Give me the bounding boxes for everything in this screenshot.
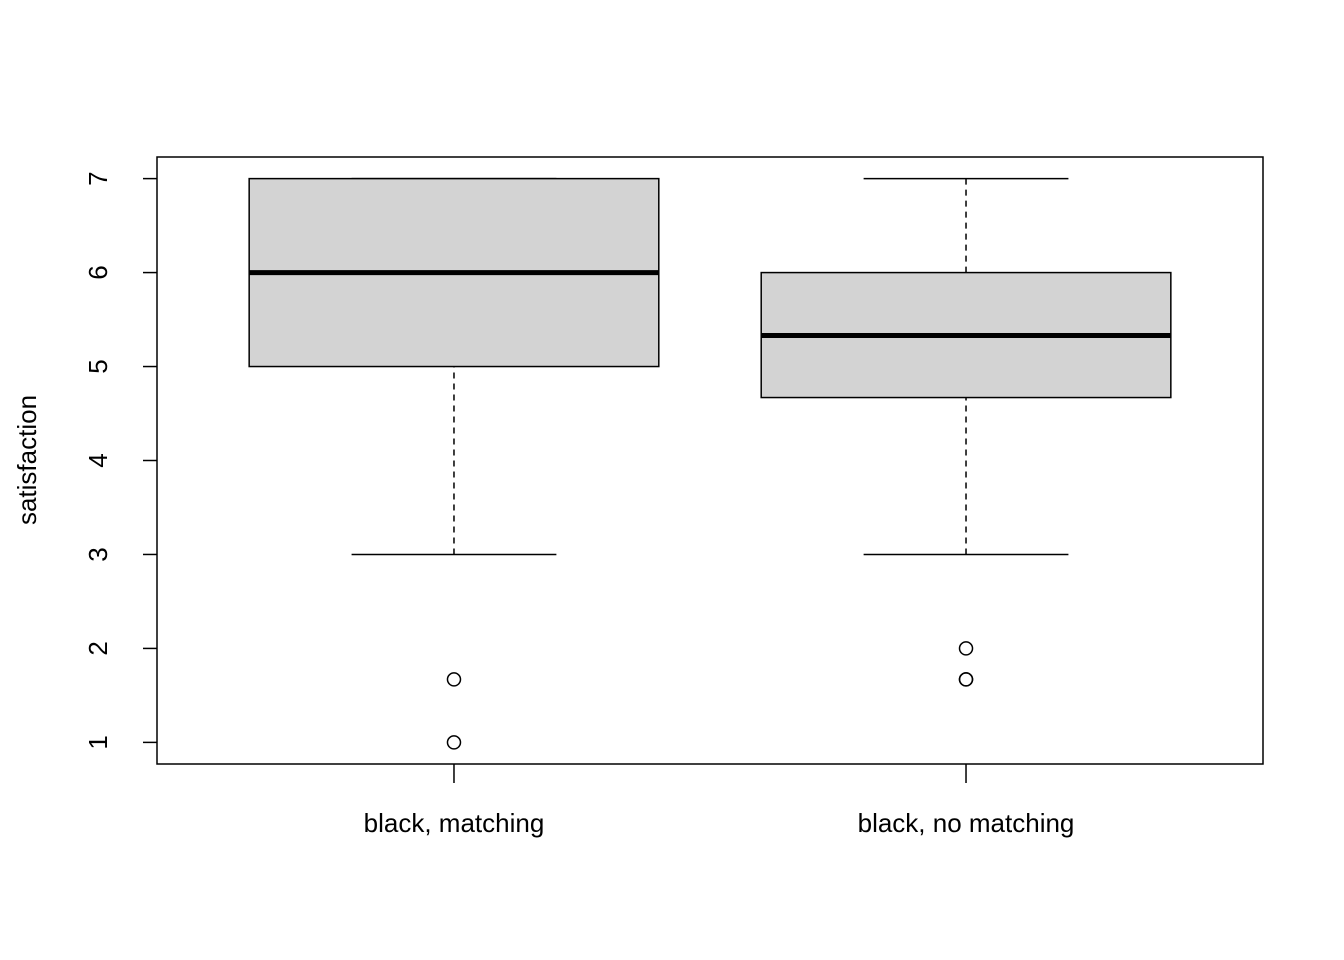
x-tick-label: black, matching bbox=[364, 808, 545, 838]
outlier-point bbox=[958, 672, 974, 687]
y-axis: 1 2 3 4 5 6 7 bbox=[83, 171, 157, 750]
y-axis-label: satisfaction bbox=[12, 395, 42, 525]
y-tick-label: 1 bbox=[83, 735, 113, 749]
x-axis: black, matching black, no matching bbox=[364, 764, 1075, 838]
box-group bbox=[760, 177, 1172, 687]
y-tick-label: 7 bbox=[83, 171, 113, 185]
boxes-layer bbox=[248, 177, 1172, 750]
y-tick-label: 5 bbox=[83, 359, 113, 373]
y-tick-label: 3 bbox=[83, 547, 113, 561]
y-tick-label: 4 bbox=[83, 453, 113, 467]
outlier-point bbox=[958, 641, 974, 656]
outlier-point bbox=[446, 672, 462, 687]
x-tick-label: black, no matching bbox=[858, 808, 1075, 838]
y-tick-label: 6 bbox=[83, 265, 113, 279]
box-group bbox=[248, 177, 660, 750]
outlier-point bbox=[446, 735, 462, 750]
y-tick-label: 2 bbox=[83, 641, 113, 655]
